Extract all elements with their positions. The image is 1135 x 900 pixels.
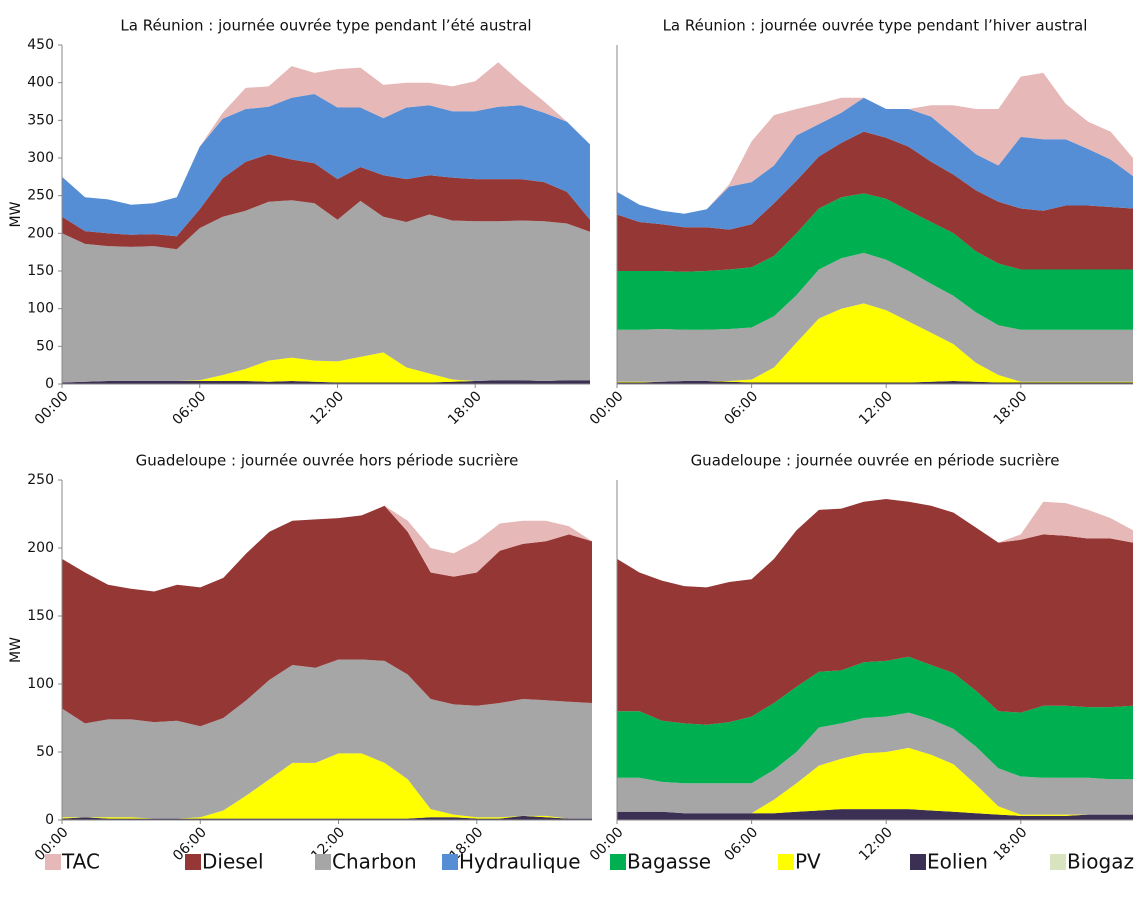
y-tick-label: 0 xyxy=(45,376,54,392)
chart-title: La Réunion : journée ouvrée type pendant… xyxy=(663,17,1088,35)
area-charbon xyxy=(617,712,1133,815)
chart-title: Guadeloupe : journée ouvrée hors période… xyxy=(136,452,519,470)
area-diesel xyxy=(617,499,1133,725)
x-tick-label: 12:00 xyxy=(307,388,347,428)
y-axis-label: MW xyxy=(8,201,24,227)
y-tick-label: 150 xyxy=(27,263,54,279)
legend-swatch xyxy=(778,854,794,870)
chart-panel: La Réunion : journée ouvrée type pendant… xyxy=(587,17,1133,428)
y-tick-label: 250 xyxy=(27,188,54,204)
legend-swatch xyxy=(185,854,201,870)
area-eolien xyxy=(62,815,592,820)
legend-swatch xyxy=(315,854,331,870)
area-tac xyxy=(617,72,1133,214)
area-pv xyxy=(617,303,1133,383)
x-tick-label: 00:00 xyxy=(587,388,627,428)
y-tick-label: 100 xyxy=(27,676,54,692)
y-tick-label: 0 xyxy=(45,812,54,828)
area-pv xyxy=(617,747,1133,816)
chart-panel: Guadeloupe : journée ouvrée en période s… xyxy=(587,452,1133,864)
area-charbon xyxy=(62,659,592,819)
legend-label: Biogaz xyxy=(1067,850,1134,874)
area-tac xyxy=(62,62,590,205)
y-tick-label: 350 xyxy=(27,112,54,128)
area-diesel xyxy=(62,154,590,250)
x-tick-label: 18:00 xyxy=(991,388,1031,428)
y-tick-label: 250 xyxy=(27,472,54,488)
area-charbon xyxy=(617,252,1133,382)
chart-title: Guadeloupe : journée ouvrée en période s… xyxy=(691,452,1060,470)
y-tick-label: 200 xyxy=(27,225,54,241)
legend-swatch xyxy=(610,854,626,870)
chart-panel: La Réunion : journée ouvrée type pendant… xyxy=(8,17,590,428)
area-charbon xyxy=(62,200,590,383)
y-tick-label: 400 xyxy=(27,75,54,91)
x-tick-label: 06:00 xyxy=(170,388,210,428)
legend-label: TAC xyxy=(61,850,100,874)
x-tick-label: 12:00 xyxy=(856,824,896,864)
area-eolien xyxy=(617,809,1133,820)
area-diesel xyxy=(62,505,592,727)
y-tick-label: 450 xyxy=(27,37,54,53)
chart-panel: Guadeloupe : journée ouvrée hors période… xyxy=(8,452,592,864)
x-tick-label: 12:00 xyxy=(856,388,896,428)
x-tick-label: 06:00 xyxy=(721,388,761,428)
area-tac xyxy=(62,505,592,592)
y-tick-label: 50 xyxy=(36,338,54,354)
area-bagasse xyxy=(617,656,1133,784)
chart-title: La Réunion : journée ouvrée type pendant… xyxy=(120,17,531,35)
y-tick-label: 100 xyxy=(27,301,54,317)
y-axis-label: MW xyxy=(8,637,24,663)
legend-label: Charbon xyxy=(332,850,417,874)
legend-label: Bagasse xyxy=(627,850,711,874)
area-pv xyxy=(62,352,590,383)
y-tick-label: 150 xyxy=(27,608,54,624)
x-tick-label: 06:00 xyxy=(721,824,761,864)
legend-label: Diesel xyxy=(202,850,264,874)
y-tick-label: 200 xyxy=(27,540,54,556)
legend-swatch xyxy=(1050,854,1066,870)
legend-swatch xyxy=(442,854,458,870)
x-tick-label: 18:00 xyxy=(445,388,485,428)
area-pv xyxy=(62,753,592,819)
legend-label: Eolien xyxy=(927,850,988,874)
area-hydraulique xyxy=(617,97,1133,230)
x-tick-label: 00:00 xyxy=(32,388,72,428)
area-diesel xyxy=(617,131,1133,272)
legend-swatch xyxy=(45,854,61,870)
legend-label: PV xyxy=(795,850,821,874)
legend-label: Hydraulique xyxy=(459,850,581,874)
y-tick-label: 50 xyxy=(36,744,54,760)
y-tick-label: 300 xyxy=(27,150,54,166)
x-tick-label: 18:00 xyxy=(991,824,1031,864)
area-hydraulique xyxy=(62,94,590,237)
legend-swatch xyxy=(910,854,926,870)
area-bagasse xyxy=(617,193,1133,330)
